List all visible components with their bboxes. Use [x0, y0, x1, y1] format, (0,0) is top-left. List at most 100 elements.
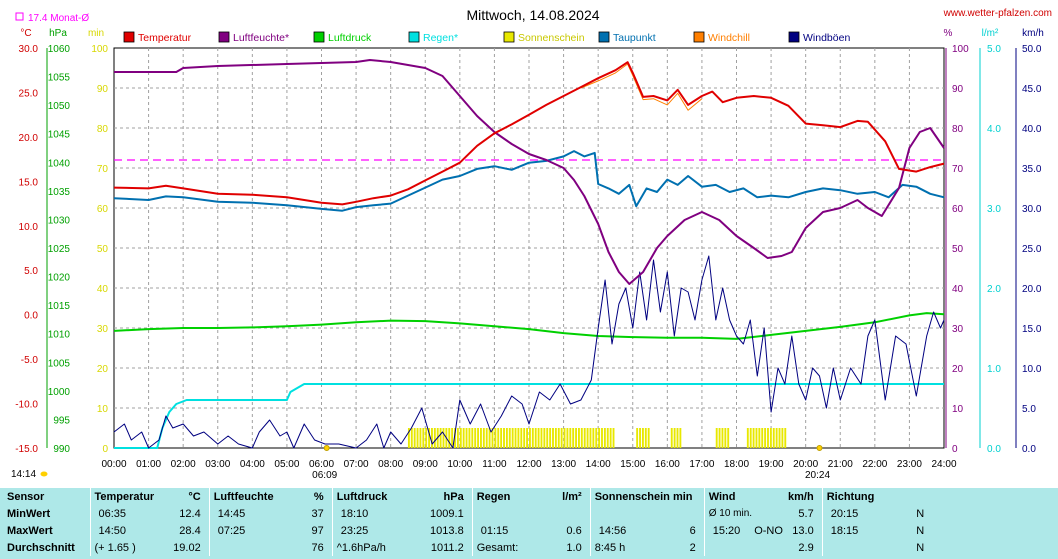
sunshine-bar — [641, 428, 644, 448]
wind-min-dir — [754, 505, 784, 522]
legend-swatch — [218, 31, 230, 43]
pressure-tick: 995 — [53, 415, 70, 426]
legend-swatch — [693, 31, 705, 43]
sunshine-bar — [549, 428, 552, 448]
time-tick: 20:00 — [793, 459, 818, 470]
sunshine-bar — [511, 428, 514, 448]
sunshine-bar — [433, 428, 436, 448]
hdr-humidity: Luftfeuchte — [208, 488, 275, 505]
sunshine-bar — [589, 428, 592, 448]
site-link[interactable]: www.wetter-pfalzen.com — [943, 8, 1052, 19]
wind-tick: 35.0 — [1022, 164, 1042, 175]
rain-tick: 3.0 — [987, 204, 1001, 215]
sunshine-tick: 90 — [97, 84, 109, 95]
sunshine-bar — [676, 428, 679, 448]
sunshine-bar — [462, 428, 465, 448]
dir-min-time: 20:15 — [821, 505, 883, 522]
legend-swatch — [788, 31, 800, 43]
wind-tick: 20.0 — [1022, 284, 1042, 295]
sunshine-bar — [439, 428, 442, 448]
sunshine-bar — [431, 428, 433, 448]
sunshine-bar — [531, 428, 534, 448]
pressure-tick: 1060 — [48, 44, 71, 55]
sunshine-bar — [523, 428, 526, 448]
sunshine-bar — [480, 428, 482, 448]
pressure-tick: 990 — [53, 444, 70, 455]
rain-total-label: Gesamt: — [471, 539, 539, 556]
sunshine-tick: 10 — [97, 404, 109, 415]
sunshine-bar — [442, 428, 445, 448]
dir-avg-value: N — [916, 541, 925, 554]
sunshine-bar — [647, 428, 650, 448]
series-line-windben — [113, 255, 945, 449]
temp-unit-label: °C — [20, 28, 31, 39]
press-max-time: 23:25 — [331, 522, 403, 539]
sunshine-bar — [520, 428, 523, 448]
legend-label: Luftdruck — [328, 32, 372, 44]
sunshine-bar — [419, 428, 422, 448]
humidity-unit-label: % — [944, 28, 953, 39]
pressure-tick: 1035 — [48, 187, 71, 198]
temp-tick: -15.0 — [15, 444, 38, 455]
sunshine-bar — [508, 428, 511, 448]
wind-tick: 40.0 — [1022, 124, 1042, 135]
sunshine-bar — [566, 428, 569, 448]
wind-min-value: 5.7 — [798, 507, 814, 520]
sunshine-bar — [546, 428, 549, 448]
sunshine-bar — [488, 428, 491, 448]
sunshine-bar — [603, 428, 606, 448]
wind-tick: 50.0 — [1022, 44, 1042, 55]
sunshine-bar — [474, 428, 477, 448]
time-markers: 06:09 20:24 14:14 — [11, 445, 830, 481]
stats-header-row: Sensor Temperatur °C Luftfeuchte % Luftd… — [0, 488, 933, 505]
axes: 30.0 25.0 20.0 15.0 10.0 5.0 0.0 -5.0 -10.0 -15.0… — [15, 44, 1042, 470]
hdr-sensor: Sensor — [7, 490, 45, 503]
time-tick: 06:00 — [309, 459, 334, 470]
press-min-time: 18:10 — [331, 505, 403, 522]
press-avg-value: 1011.2 — [430, 541, 464, 554]
sunrise-time: 06:09 — [312, 470, 337, 481]
legend-swatch — [123, 31, 135, 43]
hdr-temperature: Temperatur — [89, 488, 155, 505]
axis-units: °C hPa min% l/m² km/h — [20, 28, 1043, 39]
sunshine-bar — [609, 428, 612, 448]
humidity-tick: 100 — [952, 44, 969, 55]
time-tick: 00:00 — [101, 459, 126, 470]
sunshine-bar — [679, 428, 682, 448]
sunshine-unit-label: min — [88, 28, 104, 39]
hdr-wind: Wind — [703, 488, 785, 505]
wind-avg-label — [703, 539, 755, 556]
sun-total-duration: 8:45 h — [589, 539, 671, 556]
pressure-unit-label: hPa — [49, 28, 67, 39]
wind-tick: 10.0 — [1022, 364, 1042, 375]
sunshine-bar — [465, 428, 468, 448]
legend-label: Windchill — [708, 32, 750, 44]
sunshine-bar — [543, 428, 546, 448]
row-label: MaxWert — [7, 524, 53, 537]
wind-tick: 30.0 — [1022, 204, 1042, 215]
hdr-temp-unit: °C — [188, 490, 201, 503]
wind-tick: 25.0 — [1022, 244, 1042, 255]
hum-max-value: 97 — [311, 524, 324, 537]
temp-tick: 15.0 — [19, 177, 39, 188]
sunshine-bar — [583, 428, 586, 448]
wind-avg-value: 2.9 — [798, 541, 814, 554]
sunshine-bar — [767, 428, 769, 448]
humidity-tick: 20 — [952, 364, 964, 375]
row-label: Durchschnitt — [7, 541, 75, 554]
sunshine-bar — [537, 428, 540, 448]
sunshine-bar — [601, 428, 603, 448]
hdr-pressure: Luftdruck — [331, 488, 403, 505]
sunshine-bar — [598, 428, 601, 448]
humidity-tick: 70 — [952, 164, 964, 175]
wind-tick: 45.0 — [1022, 84, 1042, 95]
dir-min-value: N — [916, 507, 925, 520]
monthly-avg-legend-box — [15, 12, 24, 21]
sunshine-bar — [673, 428, 676, 448]
sunshine-tick: 70 — [97, 164, 109, 175]
humidity-tick: 60 — [952, 204, 964, 215]
time-tick: 02:00 — [171, 459, 196, 470]
hdr-rain-unit: l/m² — [562, 490, 582, 503]
temp-tick: 0.0 — [24, 311, 38, 322]
sunshine-bar — [454, 428, 456, 448]
